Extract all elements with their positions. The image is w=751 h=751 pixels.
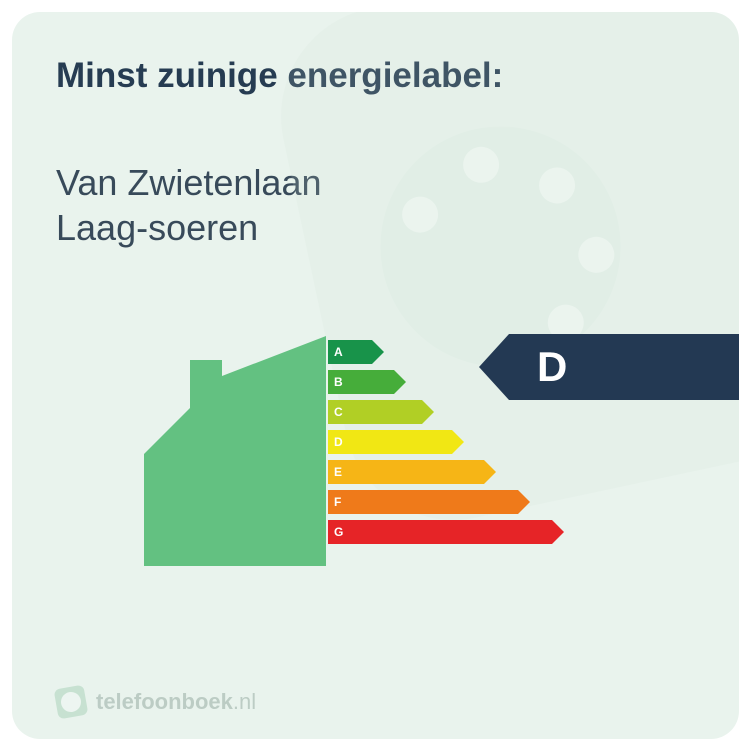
footer-brand-text: telefoonboek.nl xyxy=(96,689,256,715)
house-shape xyxy=(144,336,326,566)
footer-brand-name: telefoonboek xyxy=(96,689,233,714)
selected-rating-badge: D xyxy=(479,334,739,400)
energy-bar-label: A xyxy=(334,340,352,364)
energy-bar-row: D xyxy=(328,430,552,454)
energy-bar-label: D xyxy=(334,430,352,454)
energy-bar xyxy=(328,490,518,514)
footer-brand-tld: .nl xyxy=(233,689,256,714)
energy-bar-row: G xyxy=(328,520,552,544)
energy-bar-label: B xyxy=(334,370,352,394)
energy-bar-label: E xyxy=(334,460,352,484)
energy-bar-row: F xyxy=(328,490,552,514)
energy-card: Minst zuinige energielabel: Van Zwietenl… xyxy=(12,12,739,739)
house-icon xyxy=(136,336,326,566)
footer-brand: telefoonboek.nl xyxy=(56,687,256,717)
energy-bar-label: F xyxy=(334,490,352,514)
energy-bar-row: C xyxy=(328,400,552,424)
energy-bar-label: C xyxy=(334,400,352,424)
energy-visual: ABCDEFG D xyxy=(56,320,695,580)
energy-bar-row: E xyxy=(328,460,552,484)
footer-logo-icon xyxy=(54,685,89,720)
energy-bar-label: G xyxy=(334,520,352,544)
selected-rating-label: D xyxy=(509,334,739,400)
energy-bar xyxy=(328,520,552,544)
